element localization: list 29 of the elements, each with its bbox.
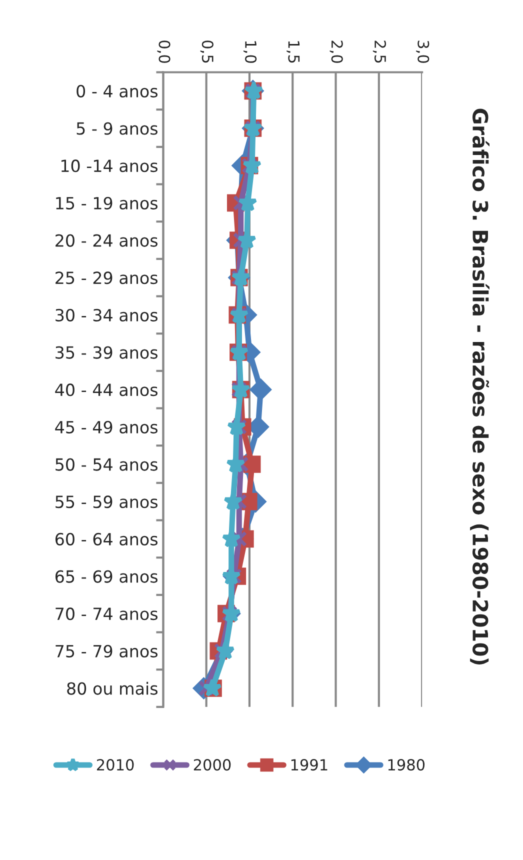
y-tick-label: 25 - 29 anos [56,272,158,284]
y-tick-label: 0 - 4 anos [76,84,158,98]
y-tick-label: 70 - 74 anos [56,608,158,620]
x-tick-label: 0,0 [157,40,170,63]
y-tick-label: 80 ou mais [67,682,158,695]
y-tick-label: 10 -14 anos [61,160,158,172]
y-tick-label: 45 - 49 anos [55,420,158,434]
text: Gráfico 3. Brasília - razões de sexo (1980-2010) [470,108,490,664]
y-tick-label: 15 - 19 anos [56,196,158,210]
x-tick-label: 1,0 [243,41,257,63]
y-tick-label: 20 - 24 anos [56,234,158,247]
y-tick-label: 55 - 59 anos [56,496,158,508]
y-tick-label: 75 - 79 anos [56,644,158,658]
x-tick-label: 2,0 [330,40,343,63]
x-tick-label: 1,5 [286,41,300,63]
y-tick-label: 50 - 54 anos [56,458,158,471]
legend-label: 1980 [388,759,425,771]
y-tick-label: 65 - 69 anos [56,570,158,583]
x-tick-label: 0,5 [200,40,214,63]
x-tick-label: 3,0 [416,40,430,63]
x-tick-label: 2,5 [372,40,386,63]
legend-label: 2010 [96,759,134,771]
y-tick-label: 30 - 34 anos [56,308,158,322]
legend-label: 1991 [291,759,328,771]
y-tick-label: 60 - 64 anos [56,532,158,546]
legend-label: 2000 [194,759,231,771]
y-tick-label: 40 - 44 anos [55,384,158,396]
y-tick-label: 5 - 9 anos [76,122,158,135]
y-tick-label: 35 - 39 anos [56,346,158,359]
